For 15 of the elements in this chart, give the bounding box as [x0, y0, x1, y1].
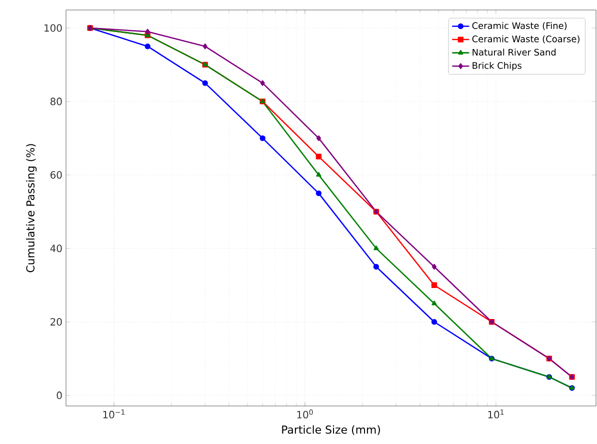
x-tick-label: 10$^{0}$: [297, 410, 313, 418]
y-tick-label: 20: [50, 318, 62, 326]
x-tick-label: 10$^{1}$: [488, 410, 504, 418]
x-axis-title: Particle Size (mm): [282, 425, 380, 436]
legend-label: Ceramic Waste (Coarse): [472, 35, 580, 44]
y-tick-label: 60: [50, 171, 62, 179]
y-tick-label: 80: [50, 98, 62, 106]
legend-label: Brick Chips: [472, 62, 522, 71]
y-tick-label: 0: [56, 392, 62, 400]
legend-label: Natural River Sand: [472, 48, 556, 56]
y-tick-label: 40: [50, 244, 62, 252]
legend-label: Ceramic Waste (Fine): [472, 22, 567, 30]
y-tick-label: 100: [44, 24, 62, 32]
x-tick-label: 10$^{−1}$: [103, 410, 125, 418]
y-axis-title: Cumulative Passing (%): [26, 144, 37, 272]
